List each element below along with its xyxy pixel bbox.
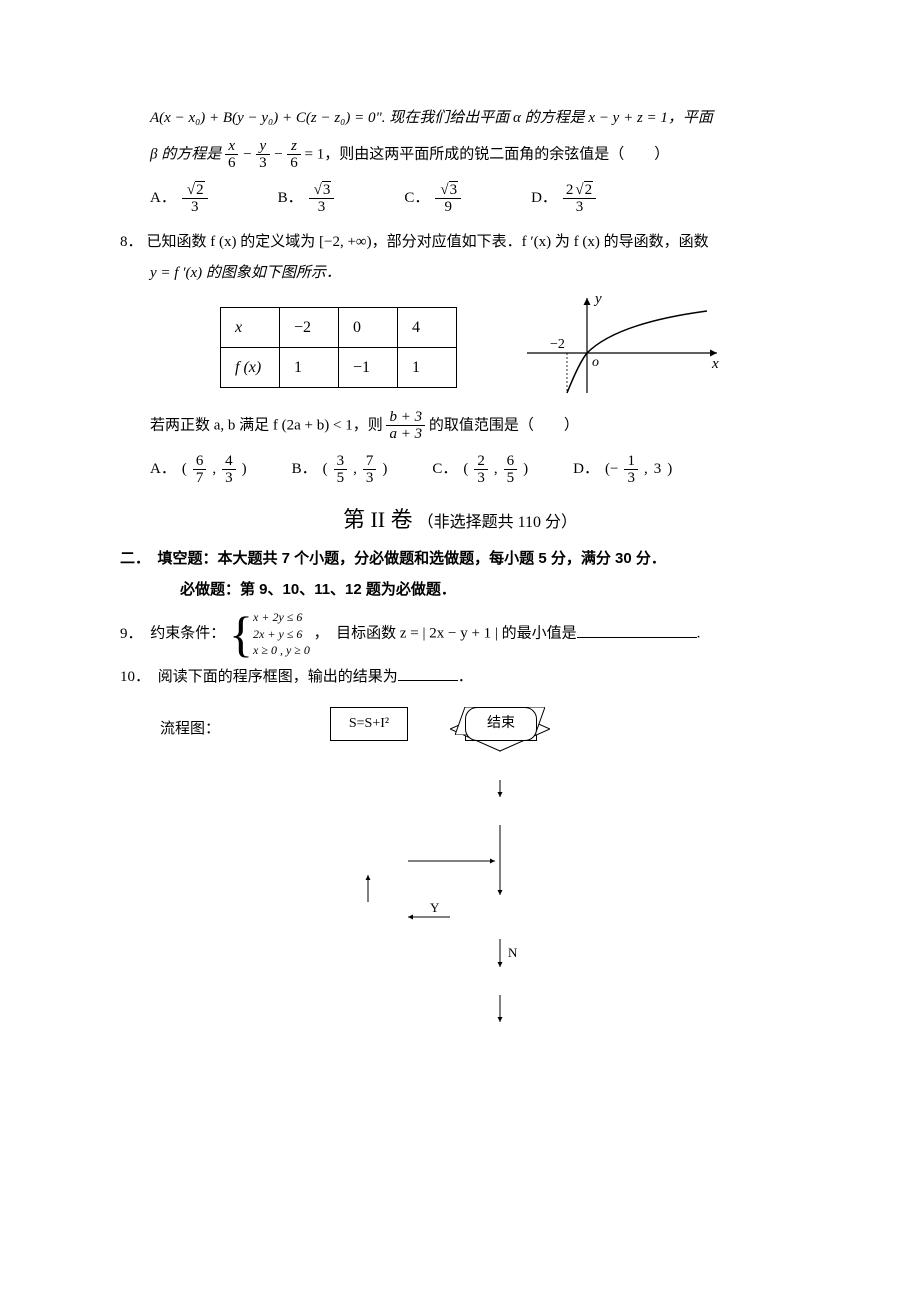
table-c3: 4 — [398, 307, 457, 347]
q8-line1: 8．已知函数 f (x) 的定义域为 [−2, +∞)，部分对应值如下表．f ′… — [120, 230, 800, 256]
table-d2: −1 — [339, 348, 398, 388]
flow-end: 结束 — [465, 707, 537, 741]
q9: 9． 约束条件： { x + 2y ≤ 6 2x + y ≤ 6 x ≥ 0 ,… — [120, 609, 800, 659]
q8-line2: y = f ′(x) 的图象如下图所示． — [150, 261, 800, 287]
table-d3: 1 — [398, 348, 457, 388]
graph-tick: −2 — [550, 337, 565, 352]
q7-optB: B． 33 — [278, 182, 335, 216]
q7-suffix: = 1，则由这两平面所成的锐二面角的余弦值是（ ） — [304, 146, 669, 162]
table-d1: 1 — [280, 348, 339, 388]
q7-eq1: A(x − x₀) + B(y − y₀) + C(z − z₀) = 0". … — [150, 110, 713, 126]
graph-ylabel: y — [593, 293, 602, 307]
q8-frac: b + 3 a + 3 — [386, 409, 425, 443]
q8-table: x −2 0 4 f (x) 1 −1 1 — [220, 307, 457, 388]
flow-n: N — [508, 942, 517, 964]
q7-frac2: y3 — [256, 138, 270, 172]
flow-y: Y — [430, 897, 439, 919]
section2-title: 第 II 卷 （非选择题共 110 分） — [120, 501, 800, 538]
flow-acc: S=S+I² — [330, 707, 408, 741]
q8-optD: D． (−13, 3) — [573, 453, 672, 487]
flow-arrows — [330, 707, 630, 1087]
q7-optC: C． 39 — [404, 182, 461, 216]
q7-frac3: z6 — [287, 138, 301, 172]
table-c2: 0 — [339, 307, 398, 347]
q7-options: A． 23 B． 33 C． 39 D． 223 — [150, 182, 800, 216]
q9-system: { x + 2y ≤ 6 2x + y ≤ 6 x ≥ 0 , y ≥ 0 — [229, 609, 310, 659]
q7-optA: A． 23 — [150, 182, 208, 216]
fill-heading: 二． 填空题：本大题共 7 个小题，分必做题和选做题，每小题 5 分，满分 30… — [120, 546, 800, 572]
q10-blank — [398, 667, 458, 682]
q7-optD: D． 223 — [531, 182, 596, 216]
q8-cond: 若两正数 a, b 满足 f (2a + b) < 1，则 b + 3 a + … — [150, 409, 800, 443]
q8-optB: B． (35, 73) — [292, 453, 388, 487]
q8-options: A． (67, 43) B． (35, 73) C． (23, 65) D． (… — [150, 453, 800, 487]
flowchart: 开 始 S=0 I=1 I=I+1 S=S+I² S<50? Y N 输出 I … — [330, 707, 630, 1087]
q8-graph: y x −2 o — [517, 293, 727, 403]
graph-xlabel: x — [711, 356, 719, 372]
must-note: 必做题：第 9、10、11、12 题为必做题． — [180, 577, 800, 603]
q9-blank — [577, 623, 697, 638]
q7-frac1: x6 — [225, 138, 239, 172]
q8-figures-row: x −2 0 4 f (x) 1 −1 1 y x −2 o — [120, 293, 800, 403]
q7-line2: β 的方程是 x6 − y3 − z6 = 1，则由这两平面所成的锐二面角的余弦… — [150, 138, 800, 172]
table-h1: x — [221, 307, 280, 347]
q10: 10． 阅读下面的程序框图，输出的结果为． — [120, 665, 800, 691]
table-h2: f (x) — [221, 348, 280, 388]
q7-beta-prefix: β 的方程是 — [150, 146, 221, 162]
q8-optC: C． (23, 65) — [432, 453, 528, 487]
flow-label: 流程图： — [120, 697, 220, 1087]
q7-line1: A(x − x₀) + B(y − y₀) + C(z − z₀) = 0". … — [150, 106, 800, 132]
graph-origin: o — [592, 355, 599, 370]
q8-optA: A． (67, 43) — [150, 453, 247, 487]
table-c1: −2 — [280, 307, 339, 347]
